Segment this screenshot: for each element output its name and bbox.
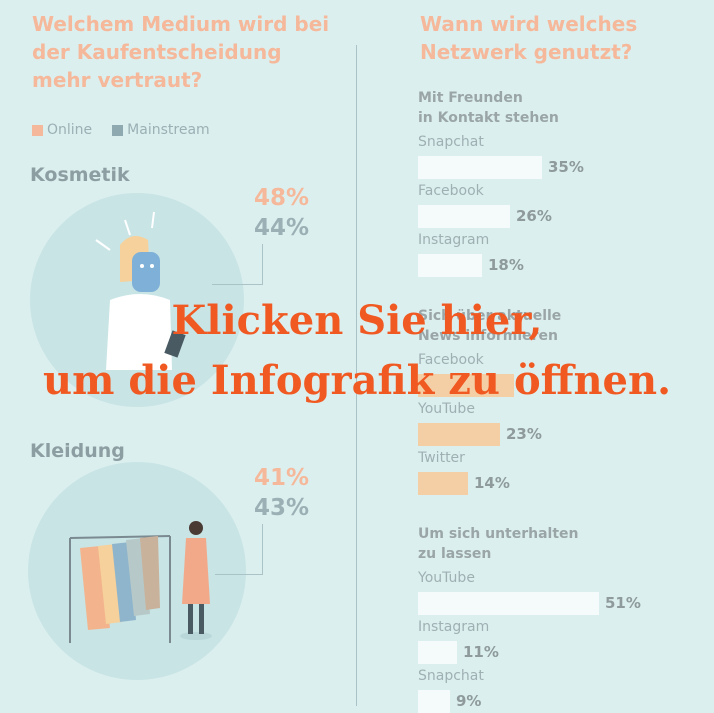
left-chart-title: Welchem Medium wird bei der Kaufentschei… bbox=[32, 10, 332, 94]
group-title-line: zu lassen bbox=[418, 546, 492, 562]
overlay-link-line2[interactable]: um die Infografik zu öffnen. bbox=[42, 357, 671, 404]
kosmetik-woman-illustration bbox=[95, 211, 186, 370]
bar-label: Instagram bbox=[418, 232, 490, 248]
left-title-line: der Kaufentscheidung bbox=[32, 40, 282, 64]
legend-swatch-mainstream bbox=[112, 124, 124, 136]
bar-value-label: 35% bbox=[548, 158, 584, 176]
bar bbox=[418, 690, 450, 713]
legend-swatch-online bbox=[32, 124, 43, 136]
bar-label: YouTube bbox=[418, 570, 475, 586]
legend-label: Mainstream bbox=[127, 122, 210, 138]
category-title-kosmetik: Kosmetik bbox=[30, 164, 130, 186]
bar-value-label: 26% bbox=[516, 207, 552, 225]
legend-item-mainstream: Mainstream bbox=[112, 122, 210, 138]
right-title-line: Netzwerk genutzt? bbox=[420, 40, 633, 64]
bar bbox=[418, 641, 457, 664]
pct-mainstream-kosmetik: 44% bbox=[254, 215, 310, 241]
bar bbox=[418, 472, 468, 495]
group-title-line: Sich über aktuelle bbox=[418, 308, 562, 324]
bar-value-label: 51% bbox=[605, 594, 641, 612]
kosmetik-connector-line bbox=[212, 244, 263, 285]
group-title-unterhaltung: Um sich unterhalten zu lassen bbox=[418, 524, 618, 564]
category-title-kleidung: Kleidung bbox=[30, 440, 125, 462]
bar bbox=[418, 254, 482, 277]
bar-value-label: 23% bbox=[506, 425, 542, 443]
bar bbox=[418, 423, 500, 446]
bar-label: Facebook bbox=[418, 183, 484, 199]
bar-value-label: 14% bbox=[474, 474, 510, 492]
bar-label: Twitter bbox=[418, 450, 465, 466]
kleidung-rack-illustration bbox=[69, 521, 212, 643]
group-title-news: Sich über aktuelle News informieren bbox=[418, 306, 618, 346]
group-title-line: News informieren bbox=[418, 328, 558, 344]
bar bbox=[418, 374, 514, 397]
pct-online-kosmetik: 48% bbox=[254, 185, 310, 211]
group-title-line: Um sich unterhalten bbox=[418, 526, 579, 542]
group-title-line: Mit Freunden bbox=[418, 90, 523, 106]
left-title-line: Welchem Medium wird bei bbox=[32, 12, 330, 36]
bar-label: Snapchat bbox=[418, 668, 484, 684]
right-chart-title: Wann wird welches Netzwerk genutzt? bbox=[420, 10, 700, 66]
bar-value-label: 9% bbox=[456, 692, 482, 710]
column-divider bbox=[356, 45, 357, 706]
bar bbox=[418, 156, 542, 179]
legend-item-online: Online bbox=[32, 122, 92, 138]
bar-label: YouTube bbox=[418, 401, 475, 417]
bar-label: Snapchat bbox=[418, 134, 484, 150]
right-title-line: Wann wird welches bbox=[420, 12, 638, 36]
legend: Online Mainstream bbox=[32, 122, 210, 138]
group-title-freunde: Mit Freunden in Kontakt stehen bbox=[418, 88, 618, 128]
bar bbox=[418, 205, 510, 228]
bar bbox=[418, 592, 599, 615]
left-title-line: mehr vertraut? bbox=[32, 68, 203, 92]
bar-value-label: 18% bbox=[488, 256, 524, 274]
pct-mainstream-kleidung: 43% bbox=[254, 495, 310, 521]
group-title-line: in Kontakt stehen bbox=[418, 110, 559, 126]
bar-value-label: 11% bbox=[463, 643, 499, 661]
pct-online-kleidung: 41% bbox=[254, 465, 310, 491]
bar-label: Facebook bbox=[418, 352, 484, 368]
legend-label: Online bbox=[47, 122, 93, 138]
bar-label: Instagram bbox=[418, 619, 490, 635]
kleidung-connector-line bbox=[215, 524, 263, 575]
overlay-link-line1[interactable]: Klicken Sie hier, bbox=[171, 297, 543, 344]
